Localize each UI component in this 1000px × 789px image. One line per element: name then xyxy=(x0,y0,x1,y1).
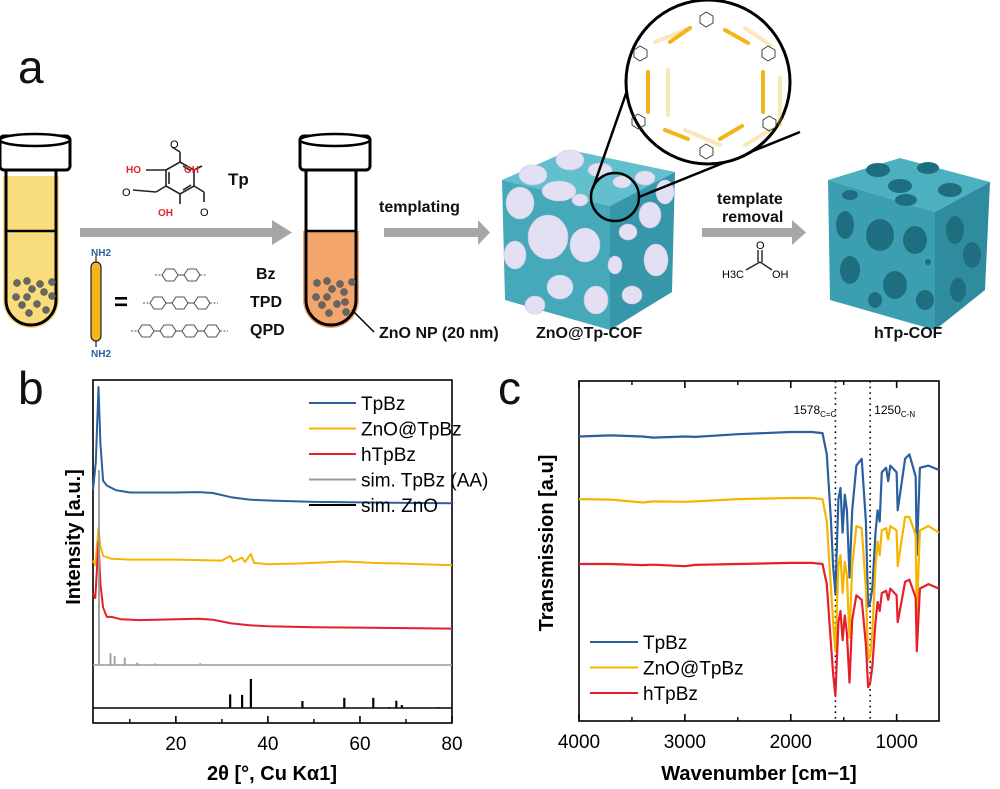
template-removal-label-line1: template xyxy=(717,191,783,208)
acetic-acid-ch3: H3C xyxy=(722,269,744,281)
ftir-x-tick-label: 2000 xyxy=(770,732,812,753)
tp-oh-right-label: OH xyxy=(184,165,199,176)
equals-sign: = xyxy=(114,289,128,316)
tp-label: Tp xyxy=(228,170,249,189)
xrd-legend-label: TpBz xyxy=(361,394,405,415)
tp-ho-label: HO xyxy=(126,165,141,176)
ftir-y-axis-title: Transmission [a.u] xyxy=(536,455,558,632)
ftir-x-axis-title: Wavenumber [cm−1] xyxy=(661,763,856,785)
panel-label-a: a xyxy=(18,41,44,93)
ftir-series-htpbz xyxy=(579,561,940,698)
templating-arrow xyxy=(384,220,490,245)
magnified-pore-view xyxy=(591,0,801,199)
ftir-plot-frame xyxy=(578,380,940,722)
xrd-legend-label: hTpBz xyxy=(361,445,416,466)
tp-oh-bottom-label: OH xyxy=(158,208,173,219)
nh2-bottom-label: NH2 xyxy=(91,349,111,360)
acetic-acid-o: O xyxy=(756,240,765,252)
tpd-structure xyxy=(143,296,218,310)
zno-cof-label: ZnO@Tp-COF xyxy=(536,325,643,342)
template-removal-arrow xyxy=(702,220,806,245)
xrd-series-tpbz xyxy=(92,386,453,505)
ftir-annotation-value: 1578 xyxy=(793,403,820,417)
acetic-acid-oh: OH xyxy=(772,269,789,281)
acetic-acid-structure xyxy=(745,250,773,271)
nanoparticle-label: ZnO NP (20 nm) xyxy=(379,325,499,342)
ftir-annotation-label: 1250C-N xyxy=(874,403,915,419)
hollow-cof-cube xyxy=(828,158,990,330)
xrd-x-tick-label: 80 xyxy=(441,734,462,755)
qpd-structure xyxy=(131,324,228,338)
xrd-x-tick-label: 20 xyxy=(165,734,186,755)
reaction-arrow-1 xyxy=(80,220,292,245)
test-tube-initial xyxy=(0,132,72,328)
ftir-legend-label: ZnO@TpBz xyxy=(643,659,744,680)
ftir-legend-label: hTpBz xyxy=(643,684,698,705)
xrd-y-axis-title: Intensity [a.u.] xyxy=(63,469,85,605)
xrd-series-htpbz xyxy=(92,540,453,630)
panel-label-c: c xyxy=(498,362,521,414)
xrd-x-tick-label: 60 xyxy=(349,734,370,755)
panel-label-b: b xyxy=(18,362,44,414)
xrd-legend-label: sim. ZnO xyxy=(361,496,438,517)
linker-structures xyxy=(131,268,228,338)
nh2-top-label: NH2 xyxy=(91,248,111,259)
template-removal-label-line2: removal xyxy=(722,209,784,226)
linker-label-qpd: QPD xyxy=(250,322,285,339)
tp-o-right: O xyxy=(200,207,209,219)
bz-structure xyxy=(155,268,207,282)
tp-o-top: O xyxy=(170,139,179,151)
xrd-legend-label: sim. TpBz (AA) xyxy=(361,471,488,492)
xrd-series-zno-tpbz xyxy=(92,526,453,567)
tp-o-left: O xyxy=(122,187,131,199)
ftir-series-zno-tpbz xyxy=(578,496,940,662)
xrd-legend-label: ZnO@TpBz xyxy=(361,420,462,441)
tp-molecule xyxy=(132,146,205,204)
ftir-annotation-subscript: C=C xyxy=(820,410,836,419)
test-tube-mixed xyxy=(298,132,375,333)
linker-label-bz: Bz xyxy=(256,266,276,283)
ftir-x-tick-label: 4000 xyxy=(558,732,600,753)
xrd-plot-frame xyxy=(92,379,453,724)
ftir-annotation-subscript: C-N xyxy=(901,410,915,419)
htp-cof-label: hTp-COF xyxy=(874,325,943,342)
zno-cof-cube xyxy=(502,149,675,330)
xrd-x-axis-title: 2θ [°, Cu Kα1] xyxy=(207,763,337,785)
xrd-x-tick-label: 40 xyxy=(257,734,278,755)
ftir-legend-label: TpBz xyxy=(643,633,687,654)
ftir-series-tpbz xyxy=(578,430,940,608)
ftir-x-tick-label: 3000 xyxy=(664,732,706,753)
ftir-annotation-value: 1250 xyxy=(874,403,901,417)
ftir-x-tick-label: 1000 xyxy=(876,732,918,753)
templating-label: templating xyxy=(379,199,460,216)
linker-label-tpd: TPD xyxy=(250,294,282,311)
linker-rod xyxy=(90,256,102,347)
synthesis-scheme: O O O HO OH OH NH2 NH2 = xyxy=(0,0,990,360)
ftir-annotation-label: 1578C=C xyxy=(793,403,836,419)
